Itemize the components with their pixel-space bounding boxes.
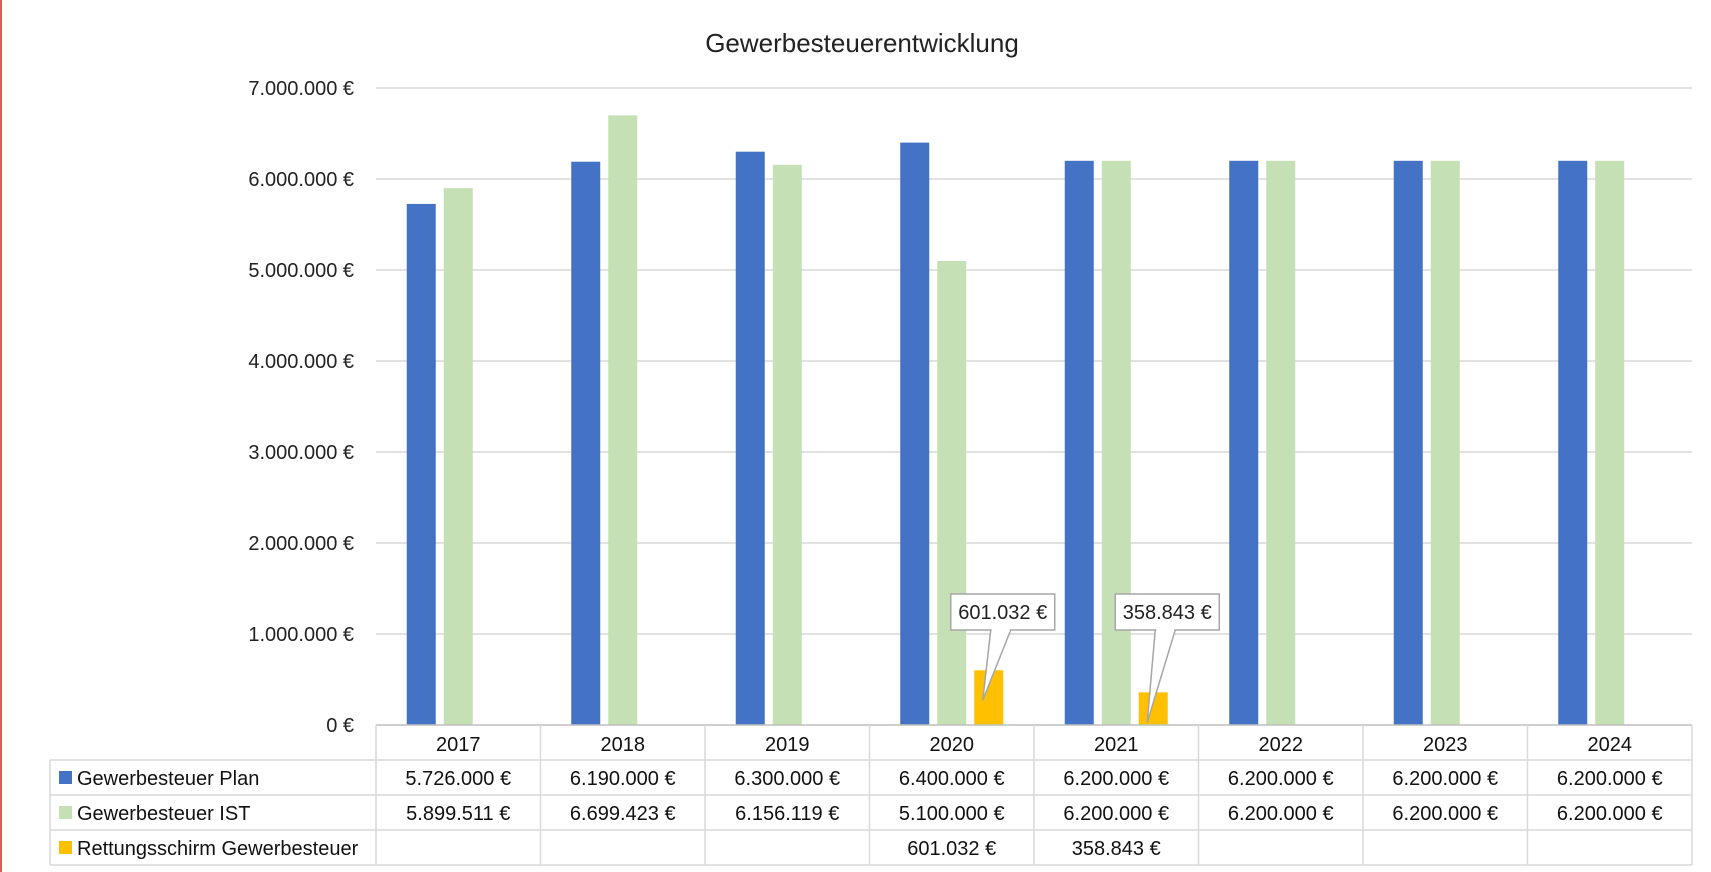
chart-title: Gewerbesteuerentwicklung (705, 28, 1019, 58)
table-cell: 5.100.000 € (899, 803, 1005, 825)
table-cell: 6.156.119 € (735, 803, 839, 825)
table-cell: 6.200.000 € (1557, 768, 1663, 790)
table-cell: 6.200.000 € (1392, 768, 1498, 790)
table-cell: 6.190.000 € (570, 768, 676, 790)
table-cell: 6.200.000 € (1063, 803, 1169, 825)
table-cell: 6.200.000 € (1392, 803, 1498, 825)
plan-bar (406, 203, 436, 725)
x-tick-label: 2023 (1423, 734, 1468, 756)
y-tick-label: 4.000.000 € (248, 351, 354, 373)
table-cell: 5.899.511 € (406, 803, 510, 825)
ist-bar (1266, 160, 1296, 726)
legend-key-rettungsschirm (59, 841, 72, 854)
legend-label: Gewerbesteuer IST (77, 803, 250, 825)
table-cell: 5.726.000 € (405, 768, 511, 790)
table-cell: 6.300.000 € (734, 768, 840, 790)
x-tick-label: 2021 (1094, 734, 1139, 756)
callout-box (1114, 593, 1220, 631)
legend-label: Gewerbesteuer Plan (77, 768, 259, 790)
x-tick-label: 2024 (1588, 734, 1633, 756)
ist-bar (772, 164, 802, 726)
ist-bar (443, 188, 473, 725)
ist-bar (1101, 160, 1131, 726)
callout-pointer (982, 629, 1012, 701)
x-tick-label: 2022 (1259, 734, 1304, 756)
callout-box (950, 593, 1056, 631)
plan-bar (900, 142, 930, 726)
legend-key-ist (59, 806, 72, 819)
y-tick-label: 2.000.000 € (248, 533, 354, 555)
y-tick-label: 1.000.000 € (248, 624, 354, 646)
y-tick-label: 0 € (326, 715, 354, 737)
table-cell: 6.200.000 € (1063, 768, 1169, 790)
x-tick-label: 2020 (930, 734, 975, 756)
legend-key-plan (59, 771, 72, 784)
callout-label: 358.843 € (1123, 602, 1212, 624)
table-cell: 6.200.000 € (1557, 803, 1663, 825)
ist-bar (1430, 160, 1460, 726)
ist-bar (937, 260, 967, 725)
callout-label: 601.032 € (958, 602, 1047, 624)
plan-bar (1229, 160, 1259, 726)
y-tick-label: 6.000.000 € (248, 169, 354, 191)
table-cell: 358.843 € (1072, 838, 1161, 860)
table-cell: 601.032 € (907, 838, 996, 860)
y-tick-label: 5.000.000 € (248, 260, 354, 282)
x-tick-label: 2017 (436, 734, 481, 756)
callout-pointer (1146, 629, 1176, 723)
x-tick-label: 2018 (601, 734, 646, 756)
x-tick-label: 2019 (765, 734, 810, 756)
plan-bar (1064, 160, 1094, 726)
table-cell: 6.200.000 € (1228, 803, 1334, 825)
table-cell: 6.699.423 € (570, 803, 676, 825)
table-cell: 6.400.000 € (899, 768, 1005, 790)
y-tick-label: 7.000.000 € (248, 78, 354, 100)
ist-bar (608, 115, 638, 725)
plan-bar (735, 151, 765, 725)
plan-bar (1558, 160, 1588, 726)
plan-bar (571, 161, 601, 725)
y-tick-label: 3.000.000 € (248, 442, 354, 464)
ist-bar (1595, 160, 1625, 726)
table-cell: 6.200.000 € (1228, 768, 1334, 790)
plan-bar (1393, 160, 1423, 726)
legend-label: Rettungsschirm Gewerbesteuer (77, 838, 359, 860)
